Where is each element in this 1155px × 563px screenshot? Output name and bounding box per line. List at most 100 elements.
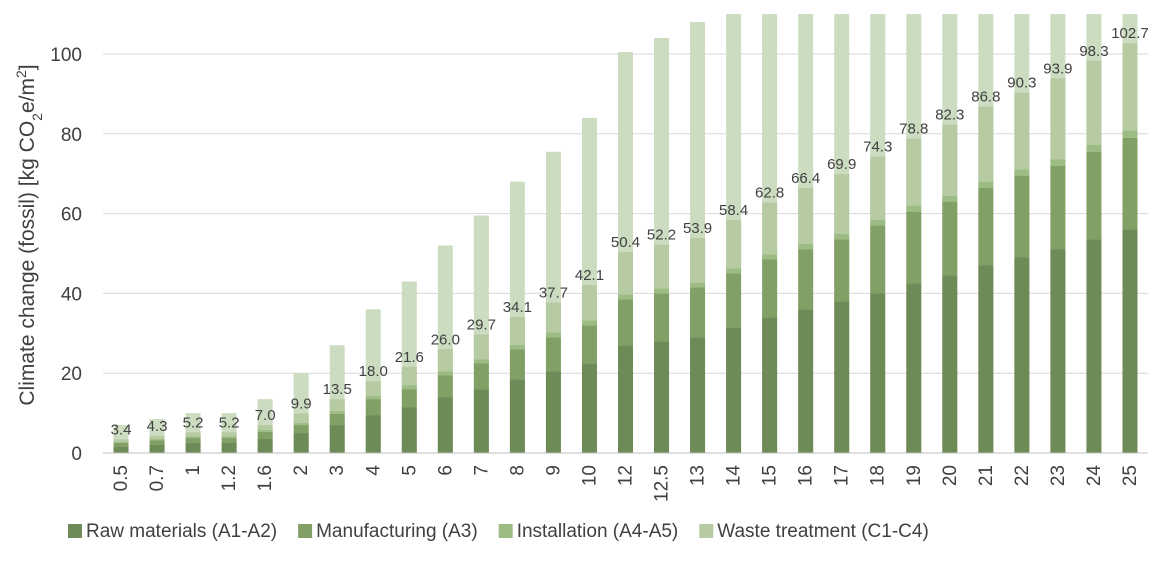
bar-segment-series-1 — [942, 275, 958, 453]
bar-segment-series-2 — [654, 293, 670, 342]
legend-label-series-4: Waste treatment (C1-C4) — [717, 521, 929, 542]
legend-swatch-series-2 — [298, 524, 313, 538]
bar-segment-series-1 — [870, 293, 886, 453]
bar-segment-series-3 — [113, 441, 129, 444]
bar-segment-series-3 — [726, 268, 742, 274]
bar-segment-series-4 — [762, 202, 778, 255]
bar-segment-series-1 — [654, 341, 670, 453]
bar-segment-series-2 — [149, 440, 165, 446]
bar-segment-series-1 — [473, 389, 489, 453]
x-tick-label: 8 — [507, 465, 528, 476]
total-data-label: 21.6 — [395, 349, 424, 366]
bar-segment-series-2 — [798, 249, 814, 310]
x-tick-label: 23 — [1048, 465, 1069, 486]
bar-segment-series-3 — [185, 436, 201, 438]
bar-segment-series-1 — [185, 443, 201, 453]
bar-segment-series-4 — [329, 399, 345, 412]
bar-segment-series-2 — [1050, 165, 1066, 250]
bar-segment-series-1 — [509, 379, 525, 453]
bar-segment-series-2 — [1122, 137, 1138, 230]
bars — [113, 14, 1138, 454]
bar-segment-series-2 — [329, 413, 345, 426]
total-data-label: 82.3 — [935, 107, 964, 124]
data-labels: 3.4 4.3 5.2 5.2 7.0 9.9 13.5 18.0 21.6 26.0 29.7 34… — [111, 25, 1149, 438]
bar-segment-series-1 — [329, 425, 345, 453]
bar-segment-series-4 — [1086, 60, 1102, 145]
bar-segment-series-1 — [437, 397, 453, 453]
bar-segment-series-4 — [581, 285, 597, 321]
bar-segment-series-4 — [942, 124, 958, 196]
total-data-label: 74.3 — [863, 139, 892, 156]
x-tick-label: 20 — [940, 465, 961, 486]
x-tick-label: 6 — [435, 465, 456, 476]
total-data-label: 93.9 — [1043, 60, 1072, 77]
bar-segment-series-3 — [509, 344, 525, 350]
total-data-label: 86.8 — [971, 89, 1000, 106]
bar-segment-series-2 — [906, 211, 922, 284]
bar-segment-series-4 — [1122, 43, 1138, 131]
bar-segment-series-2 — [401, 389, 417, 408]
bar-segment-series-3 — [581, 320, 597, 326]
bar-segment-series-2 — [509, 349, 525, 380]
x-tick-label: 25 — [1120, 465, 1141, 486]
y-tick-label: 80 — [61, 125, 82, 146]
y-tick-label: 40 — [61, 284, 82, 305]
bar-segment-series-2 — [942, 201, 958, 276]
bar-segment-series-1 — [906, 283, 922, 453]
y-tick-label: 20 — [61, 364, 82, 385]
bar-segment-series-2 — [870, 225, 886, 294]
bar-segment-series-3 — [618, 294, 633, 300]
total-data-label: 78.8 — [899, 121, 928, 138]
bar-segment-series-4 — [834, 174, 850, 234]
x-tick-label: 14 — [724, 465, 745, 487]
x-tick-label: 24 — [1084, 465, 1105, 487]
bar-segment-series-4 — [798, 188, 814, 244]
x-tick-label: 12.5 — [652, 465, 673, 502]
bar-segment-series-2 — [726, 273, 742, 328]
y-axis-title: Climate change (fossil) [kg CO2e/m2] — [13, 64, 45, 405]
bar-segment-series-4 — [654, 244, 670, 289]
total-data-label: 5.2 — [183, 414, 204, 431]
x-tick-label: 13 — [688, 465, 709, 486]
total-data-label: 58.4 — [719, 202, 748, 219]
y-tick-label: 100 — [50, 45, 82, 66]
bar-segment-series-3 — [906, 205, 922, 212]
bar-segment-series-3 — [654, 288, 670, 294]
bar-segment-series-3 — [329, 411, 345, 414]
y-axis-title-mid: e/m — [16, 78, 39, 113]
legend-swatch-series-4 — [699, 524, 714, 538]
bar-segment-series-3 — [834, 233, 850, 240]
total-data-label: 52.2 — [647, 227, 676, 244]
bar-segment-series-3 — [545, 332, 561, 338]
bar-segment-series-1 — [978, 265, 994, 453]
bar-segment-series-4 — [113, 439, 129, 442]
bar-segment-series-3 — [978, 181, 994, 188]
bar-segment-series-4 — [365, 381, 381, 396]
bar-segment-series-1 — [834, 301, 850, 453]
total-data-label: 5.2 — [219, 414, 240, 431]
x-tick-label: 1 — [183, 465, 204, 476]
bar-segment-series-3 — [437, 371, 453, 376]
bar-segment-series-3 — [221, 436, 237, 438]
x-tick-label: 10 — [579, 465, 600, 486]
y-axis-title-end: ] — [16, 64, 39, 70]
bar-segment-series-4 — [906, 138, 922, 206]
bar-segment-series-1 — [581, 363, 597, 453]
bar-segment-series-1 — [726, 327, 742, 453]
legend-label-series-1: Raw materials (A1-A2) — [86, 521, 277, 542]
total-data-label: 69.9 — [827, 156, 856, 173]
bar-segment-series-3 — [401, 385, 417, 390]
bar-segment-series-1 — [365, 415, 381, 453]
bar-segment-series-2 — [257, 431, 273, 440]
bar-segment-series-4 — [618, 251, 633, 295]
bar-segment-series-3 — [257, 429, 273, 432]
bar-segment-series-1 — [1014, 257, 1030, 453]
bar-segment-series-4 — [149, 435, 165, 440]
bar-segment-series-2 — [473, 363, 489, 390]
bar-segment-series-3 — [1086, 144, 1102, 152]
legend-label-series-3: Installation (A4-A5) — [517, 521, 679, 542]
bar-segment-series-2 — [1086, 151, 1102, 240]
